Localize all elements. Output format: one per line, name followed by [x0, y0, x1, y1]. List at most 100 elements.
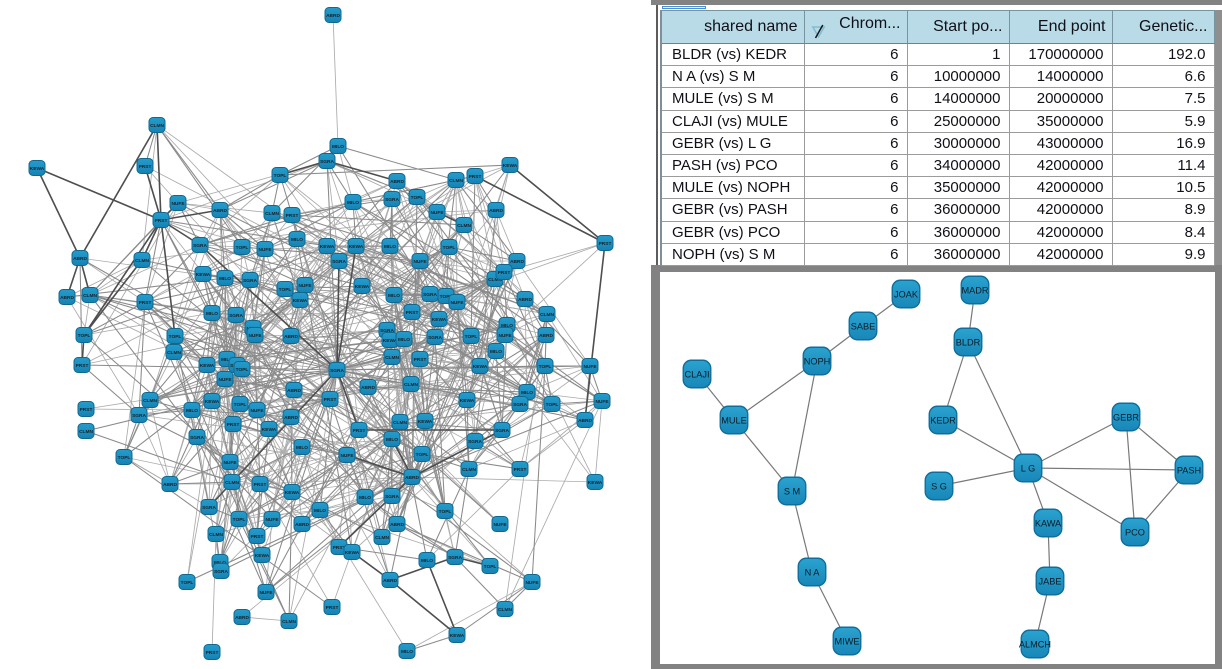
svg-text:SGRA: SGRA: [423, 292, 437, 298]
svg-text:TOPL: TOPL: [440, 294, 453, 300]
svg-text:ABRD: ABRD: [284, 415, 298, 421]
svg-text:ABRD: ABRD: [539, 333, 553, 339]
svg-text:PRST: PRST: [333, 545, 346, 551]
svg-text:ABRD: ABRD: [390, 179, 404, 185]
svg-text:CLMN: CLMN: [462, 467, 476, 473]
svg-text:SGRA: SGRA: [495, 428, 509, 434]
svg-text:CLMN: CLMN: [265, 211, 279, 217]
svg-text:CLMN: CLMN: [385, 355, 399, 361]
svg-text:SGRA: SGRA: [229, 313, 243, 319]
svg-text:MILO: MILO: [219, 276, 231, 282]
svg-text:KEWA: KEWA: [432, 317, 447, 323]
svg-text:NUFE: NUFE: [525, 580, 539, 586]
svg-text:ABRD: ABRD: [405, 475, 419, 481]
svg-text:NUFE: NUFE: [248, 333, 262, 339]
svg-text:KEWA: KEWA: [200, 363, 215, 369]
svg-text:SGRA: SGRA: [448, 555, 462, 561]
svg-text:PRST: PRST: [599, 241, 612, 247]
svg-text:ABRD: ABRD: [295, 522, 309, 528]
svg-text:KEWA: KEWA: [293, 298, 308, 304]
svg-text:CLAJI: CLAJI: [684, 370, 709, 380]
svg-text:CLMN: CLMN: [404, 382, 418, 388]
svg-text:NUFE: NUFE: [430, 210, 444, 216]
svg-text:ABRD: ABRD: [578, 418, 592, 424]
svg-text:TOPL: TOPL: [78, 333, 91, 339]
svg-text:PRST: PRST: [227, 422, 240, 428]
svg-text:CLMN: CLMN: [375, 535, 389, 541]
svg-text:ABRD: ABRD: [73, 256, 87, 262]
svg-text:MILO: MILO: [398, 337, 410, 343]
svg-text:KEWA: KEWA: [383, 338, 398, 344]
svg-text:NUFE: NUFE: [413, 259, 427, 265]
svg-text:CLMN: CLMN: [225, 480, 239, 486]
svg-text:TOPL: TOPL: [443, 245, 456, 251]
svg-text:NUFE: NUFE: [595, 399, 609, 405]
svg-text:SGRA: SGRA: [214, 569, 228, 575]
svg-text:ABRD: ABRD: [213, 208, 227, 214]
svg-text:MILO: MILO: [314, 508, 326, 514]
svg-text:TOPL: TOPL: [484, 564, 497, 570]
svg-text:MIWE: MIWE: [834, 637, 859, 647]
svg-text:SGRA: SGRA: [428, 335, 442, 341]
svg-text:KEWA: KEWA: [285, 490, 300, 496]
svg-text:NUFE: NUFE: [493, 522, 507, 528]
svg-text:PRST: PRST: [155, 218, 168, 224]
svg-text:PRST: PRST: [353, 428, 366, 434]
svg-text:KEWA: KEWA: [503, 163, 518, 169]
svg-text:KEWA: KEWA: [345, 550, 360, 556]
svg-text:NUFE: NUFE: [218, 377, 232, 383]
svg-text:CLMN: CLMN: [209, 532, 223, 538]
svg-text:CLMN: CLMN: [282, 619, 296, 625]
svg-text:MILO: MILO: [296, 445, 308, 451]
svg-text:SGRA: SGRA: [190, 435, 204, 441]
svg-text:N A: N A: [805, 568, 821, 578]
svg-text:ABRD: ABRD: [163, 482, 177, 488]
svg-text:KEWA: KEWA: [588, 480, 603, 486]
svg-text:ABRD: ABRD: [287, 388, 301, 394]
svg-text:CLMN: CLMN: [135, 258, 149, 264]
svg-text:MILO: MILO: [386, 437, 398, 443]
svg-text:ABRD: ABRD: [235, 615, 249, 621]
svg-text:PRST: PRST: [139, 300, 152, 306]
svg-text:ABRD: ABRD: [361, 385, 375, 391]
svg-text:JABE: JABE: [1039, 577, 1062, 587]
svg-text:CLMN: CLMN: [79, 429, 93, 435]
svg-text:NUFE: NUFE: [298, 283, 312, 289]
svg-text:CLMN: CLMN: [540, 312, 554, 318]
svg-text:TOPL: TOPL: [236, 367, 249, 373]
svg-text:TOPL: TOPL: [411, 195, 424, 201]
svg-text:PRST: PRST: [514, 467, 527, 473]
svg-text:ABRD: ABRD: [383, 578, 397, 584]
svg-text:CLMN: CLMN: [150, 123, 164, 129]
svg-text:MILO: MILO: [421, 558, 433, 564]
svg-text:SGRA: SGRA: [468, 439, 482, 445]
svg-text:CLMN: CLMN: [393, 420, 407, 426]
svg-text:CLMN: CLMN: [457, 223, 471, 229]
svg-text:PCO: PCO: [1125, 528, 1145, 538]
svg-text:MILO: MILO: [501, 323, 513, 329]
svg-text:SGRA: SGRA: [193, 243, 207, 249]
svg-text:CLMN: CLMN: [449, 178, 463, 184]
svg-text:TOPL: TOPL: [233, 517, 246, 523]
svg-text:MILO: MILO: [221, 357, 233, 363]
svg-text:SGRA: SGRA: [332, 259, 346, 265]
svg-text:SGRA: SGRA: [243, 278, 257, 284]
svg-text:MILO: MILO: [401, 649, 413, 655]
svg-text:CLMN: CLMN: [83, 293, 97, 299]
svg-text:KEWA: KEWA: [262, 427, 277, 433]
svg-text:NUFE: NUFE: [258, 247, 272, 253]
svg-text:KEWA: KEWA: [255, 553, 270, 559]
svg-text:SGRA: SGRA: [202, 505, 216, 511]
svg-text:MILO: MILO: [186, 408, 198, 414]
svg-text:PRST: PRST: [469, 174, 482, 180]
svg-text:S M: S M: [784, 487, 800, 497]
svg-text:KEWA: KEWA: [196, 272, 211, 278]
svg-text:KEWA: KEWA: [30, 166, 45, 172]
svg-text:MILO: MILO: [332, 144, 344, 150]
svg-text:CLMN: CLMN: [488, 277, 502, 283]
svg-text:NUFE: NUFE: [340, 453, 354, 459]
svg-text:PRST: PRST: [406, 310, 419, 316]
svg-text:PRST: PRST: [324, 397, 337, 403]
svg-text:KEWA: KEWA: [205, 399, 220, 405]
svg-text:NUFE: NUFE: [250, 408, 264, 414]
